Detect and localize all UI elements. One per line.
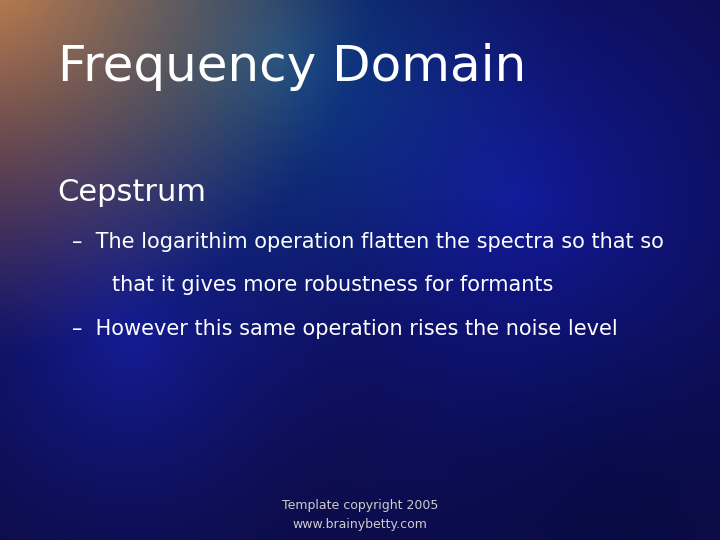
Text: that it gives more robustness for formants: that it gives more robustness for forman… [112, 275, 553, 295]
Text: Cepstrum: Cepstrum [58, 178, 207, 207]
Text: –  However this same operation rises the noise level: – However this same operation rises the … [72, 319, 618, 339]
Text: –  The logarithim operation flatten the spectra so that so: – The logarithim operation flatten the s… [72, 232, 664, 252]
Text: Frequency Domain: Frequency Domain [58, 43, 526, 91]
Text: Template copyright 2005: Template copyright 2005 [282, 500, 438, 512]
Text: www.brainybetty.com: www.brainybetty.com [292, 518, 428, 531]
